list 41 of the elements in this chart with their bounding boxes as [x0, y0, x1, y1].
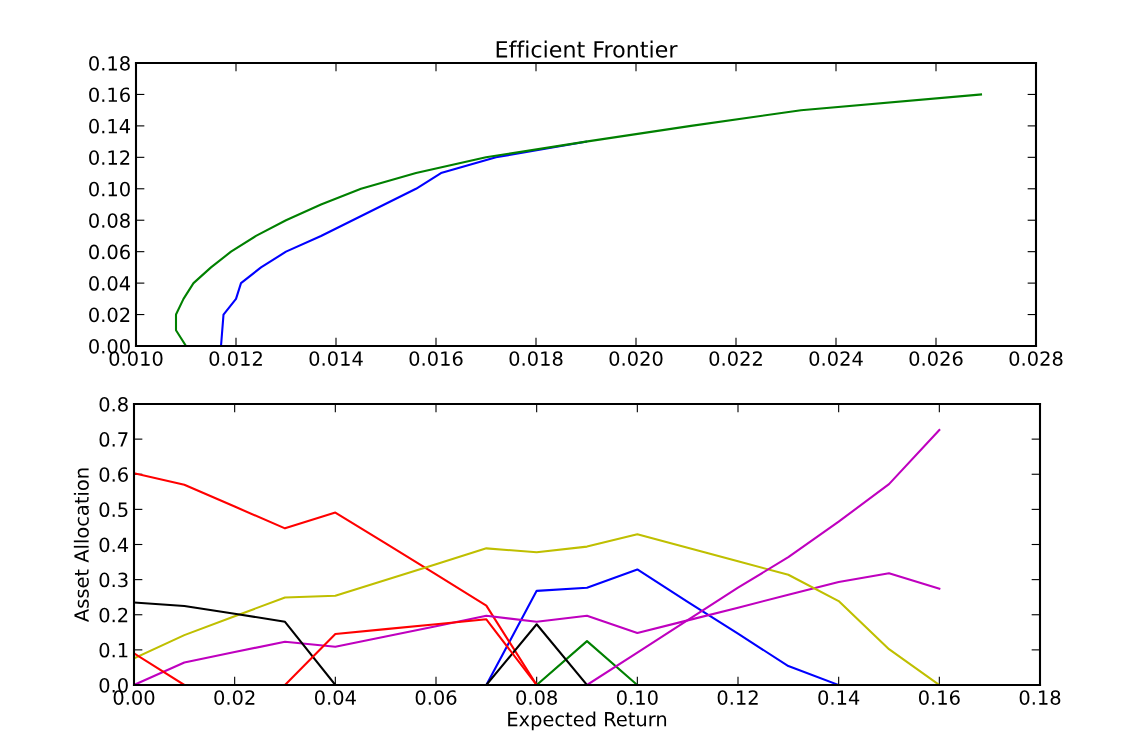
y-tick-label: 0.3: [99, 572, 128, 588]
y-tick-label: 0.04: [89, 276, 131, 291]
x-tick-label: 0.10: [616, 690, 658, 705]
y-tick-label: 0.08: [89, 213, 130, 228]
y-tick-label: 0.6: [99, 467, 128, 482]
y-tick-label: 0.10: [89, 181, 130, 197]
x-tick-label: 0.16: [918, 690, 960, 705]
x-tick-label: 0.026: [909, 351, 963, 366]
y-tick-label: 0.5: [99, 502, 128, 518]
x-tick-label: 0.020: [609, 351, 663, 366]
x-tick-label: 0.012: [209, 351, 262, 366]
x-tick-label: 0.04: [314, 690, 356, 705]
x-tick-label: 0.18: [1019, 690, 1061, 705]
y-tick-label: 0.16: [89, 87, 130, 103]
line-series: [134, 533, 941, 685]
x-tick-label: 0.014: [309, 351, 363, 366]
x-tick-label: 0.028: [1009, 351, 1063, 366]
y-tick-label: 0.7: [99, 432, 128, 447]
x-tick-label: 0.14: [818, 690, 860, 705]
x-tick-label: 0.018: [509, 351, 563, 366]
chart-title: Efficient Frontier: [496, 40, 678, 58]
y-tick-label: 0.12: [89, 150, 130, 165]
y-tick-label: 0.14: [89, 118, 131, 134]
line-series: [485, 568, 840, 685]
line-series: [174, 93, 983, 346]
x-tick-label: 0.08: [516, 690, 557, 705]
y-axis-title: Asset Allocation: [73, 468, 89, 622]
y-tick-label: 0.02: [89, 307, 130, 323]
x-tick-label: 0.02: [214, 690, 255, 705]
x-tick-label: 0.06: [415, 690, 457, 705]
x-tick-label: 0.024: [809, 351, 863, 366]
x-tick-label: 0.12: [717, 690, 758, 705]
y-tick-label: 0.2: [99, 607, 128, 623]
y-tick-label: 0.18: [89, 55, 130, 71]
x-axis-title: Expected Return: [508, 711, 667, 731]
x-tick-label: 0.016: [409, 351, 463, 366]
x-tick-label: 0.022: [709, 351, 762, 366]
y-tick-label: 0.06: [89, 244, 130, 260]
y-tick-label: 0.1: [99, 642, 128, 658]
y-tick-label: 0.4: [99, 537, 129, 553]
y-tick-label: 0.8: [99, 396, 128, 412]
